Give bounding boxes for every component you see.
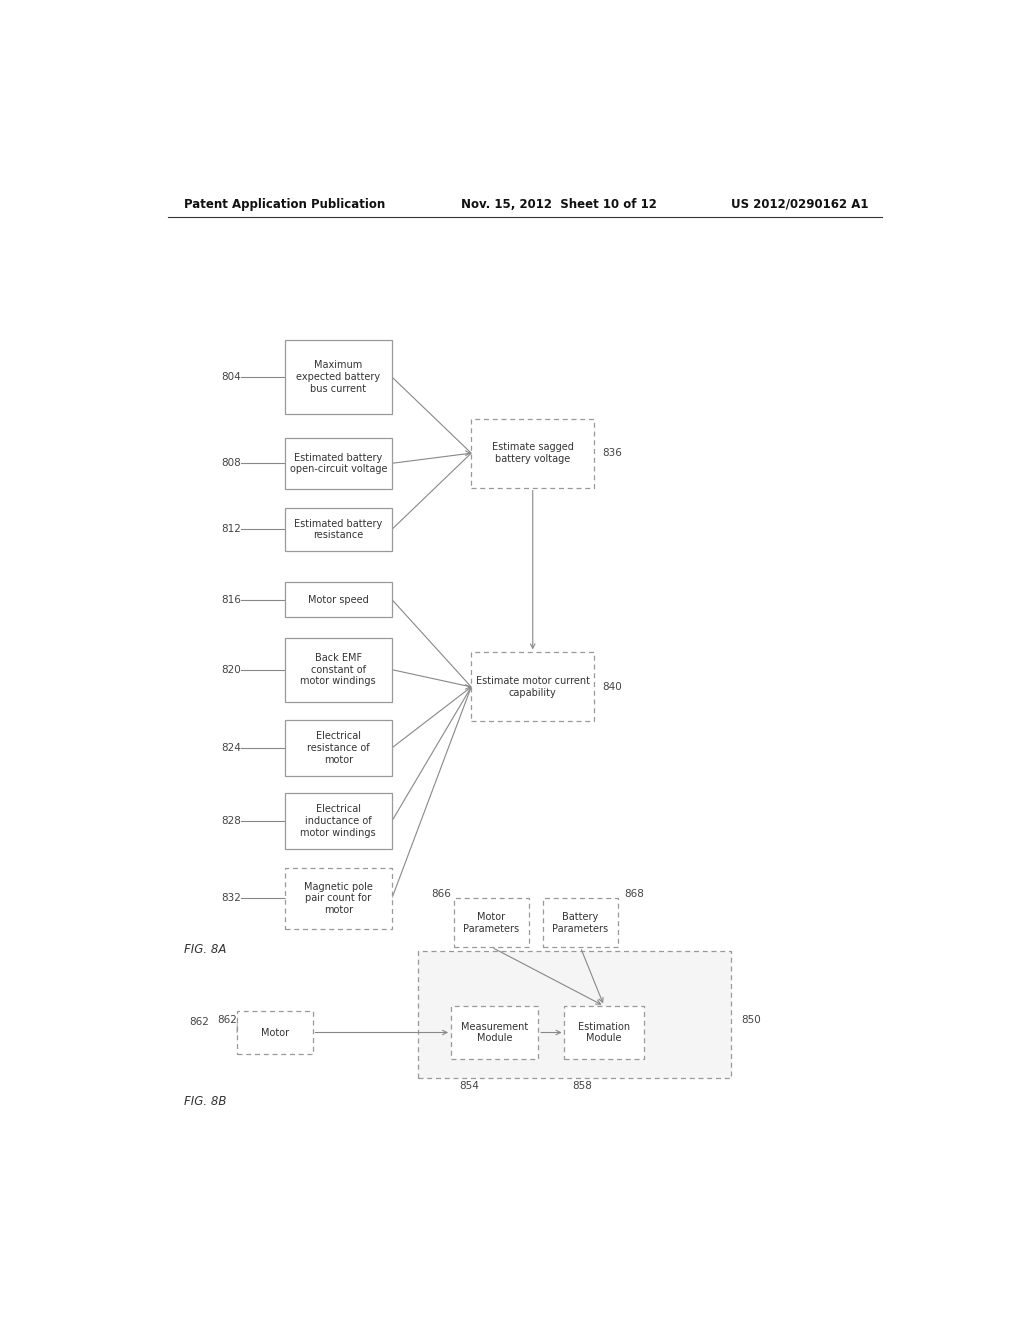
Text: Nov. 15, 2012  Sheet 10 of 12: Nov. 15, 2012 Sheet 10 of 12 — [461, 198, 657, 211]
Text: 804: 804 — [221, 372, 242, 381]
Text: 840: 840 — [602, 682, 622, 692]
Text: Patent Application Publication: Patent Application Publication — [183, 198, 385, 211]
FancyBboxPatch shape — [451, 1006, 539, 1059]
FancyBboxPatch shape — [471, 418, 594, 487]
FancyBboxPatch shape — [564, 1006, 644, 1059]
FancyBboxPatch shape — [285, 719, 392, 776]
Text: FIG. 8A: FIG. 8A — [183, 942, 226, 956]
Text: 836: 836 — [602, 449, 622, 458]
Text: Electrical
inductance of
motor windings: Electrical inductance of motor windings — [300, 804, 376, 838]
FancyBboxPatch shape — [285, 438, 392, 488]
FancyBboxPatch shape — [543, 899, 618, 948]
FancyBboxPatch shape — [454, 899, 529, 948]
Text: 858: 858 — [572, 1081, 592, 1092]
Text: 820: 820 — [221, 665, 242, 675]
Text: Electrical
resistance of
motor: Electrical resistance of motor — [307, 731, 370, 764]
FancyBboxPatch shape — [471, 652, 594, 722]
Text: 866: 866 — [431, 890, 452, 899]
Text: Measurement
Module: Measurement Module — [461, 1022, 528, 1043]
Text: 832: 832 — [221, 894, 242, 903]
Text: Motor: Motor — [261, 1027, 289, 1038]
FancyBboxPatch shape — [285, 582, 392, 616]
Text: Magnetic pole
pair count for
motor: Magnetic pole pair count for motor — [304, 882, 373, 915]
Text: Motor speed: Motor speed — [308, 594, 369, 605]
Text: Back EMF
constant of
motor windings: Back EMF constant of motor windings — [300, 653, 376, 686]
Text: 862: 862 — [217, 1015, 237, 1026]
Text: Estimation
Module: Estimation Module — [579, 1022, 630, 1043]
Text: 808: 808 — [221, 458, 242, 469]
Text: 812: 812 — [221, 524, 242, 535]
FancyBboxPatch shape — [285, 793, 392, 849]
FancyBboxPatch shape — [285, 508, 392, 550]
FancyBboxPatch shape — [418, 952, 731, 1078]
Text: 850: 850 — [741, 1015, 761, 1026]
Text: Estimated battery
open-circuit voltage: Estimated battery open-circuit voltage — [290, 453, 387, 474]
Text: Motor
Parameters: Motor Parameters — [464, 912, 519, 933]
FancyBboxPatch shape — [238, 1011, 312, 1053]
Text: 828: 828 — [221, 816, 242, 826]
Text: US 2012/0290162 A1: US 2012/0290162 A1 — [731, 198, 868, 211]
Text: Maximum
expected battery
bus current: Maximum expected battery bus current — [296, 360, 380, 393]
Text: 862: 862 — [189, 1018, 209, 1027]
Text: 868: 868 — [625, 890, 644, 899]
FancyBboxPatch shape — [285, 341, 392, 413]
Text: 816: 816 — [221, 594, 242, 605]
Text: Battery
Parameters: Battery Parameters — [552, 912, 608, 933]
Text: FIG. 8B: FIG. 8B — [183, 1096, 226, 1107]
FancyBboxPatch shape — [285, 638, 392, 702]
Text: Estimate motor current
capability: Estimate motor current capability — [476, 676, 590, 698]
Text: Estimated battery
resistance: Estimated battery resistance — [294, 519, 382, 540]
Text: Estimate sagged
battery voltage: Estimate sagged battery voltage — [492, 442, 573, 463]
Text: 824: 824 — [221, 743, 242, 752]
FancyBboxPatch shape — [285, 867, 392, 929]
Text: 854: 854 — [459, 1081, 479, 1092]
